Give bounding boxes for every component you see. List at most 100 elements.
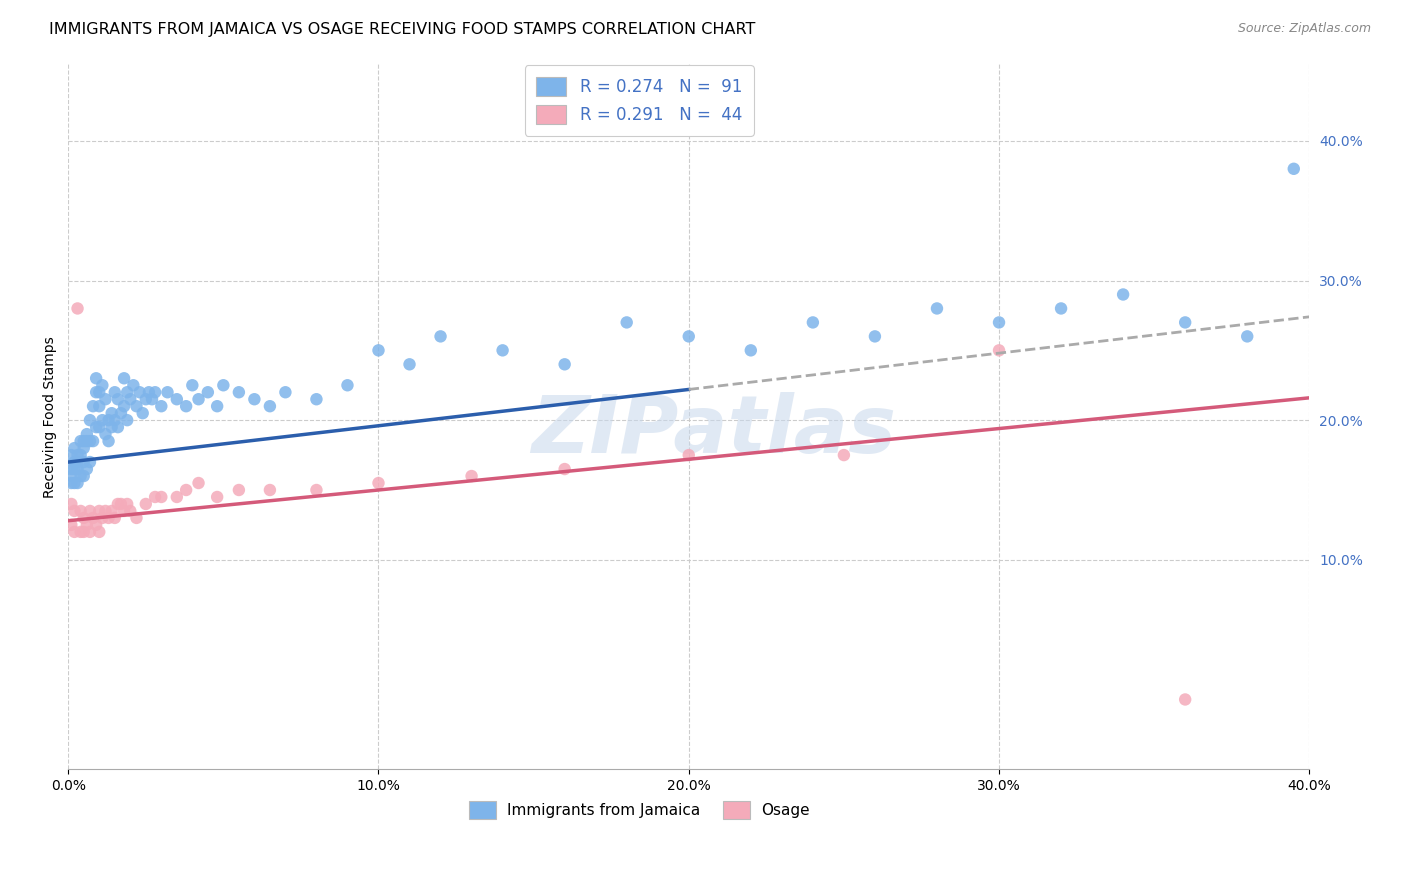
- Point: [76, 427, 98, 442]
- Point: [66, 475, 89, 490]
- Point: [84, 385, 107, 400]
- Point: [1112, 287, 1135, 301]
- Point: [181, 378, 204, 392]
- Point: [89, 524, 111, 539]
- Point: [73, 469, 96, 483]
- Point: [63, 462, 86, 476]
- Point: [336, 378, 359, 392]
- Point: [63, 441, 86, 455]
- Text: ZIPatlas: ZIPatlas: [531, 392, 896, 470]
- Legend: Immigrants from Jamaica, Osage: Immigrants from Jamaica, Osage: [463, 796, 815, 825]
- Point: [76, 517, 98, 532]
- Point: [187, 392, 209, 407]
- Point: [63, 524, 86, 539]
- Point: [79, 504, 101, 518]
- Text: IMMIGRANTS FROM JAMAICA VS OSAGE RECEIVING FOOD STAMPS CORRELATION CHART: IMMIGRANTS FROM JAMAICA VS OSAGE RECEIVI…: [49, 22, 755, 37]
- Point: [69, 434, 91, 449]
- Point: [398, 357, 420, 371]
- Point: [82, 399, 104, 413]
- Point: [73, 441, 96, 455]
- Point: [104, 413, 127, 427]
- Point: [94, 427, 117, 442]
- Point: [1050, 301, 1073, 316]
- Point: [115, 413, 138, 427]
- Point: [115, 385, 138, 400]
- Point: [115, 497, 138, 511]
- Point: [988, 315, 1011, 329]
- Point: [1236, 329, 1258, 343]
- Point: [174, 399, 197, 413]
- Point: [925, 301, 948, 316]
- Point: [125, 399, 148, 413]
- Point: [367, 475, 389, 490]
- Point: [89, 504, 111, 518]
- Point: [104, 385, 127, 400]
- Point: [832, 448, 855, 462]
- Point: [104, 511, 127, 525]
- Point: [554, 462, 576, 476]
- Point: [107, 497, 129, 511]
- Point: [135, 392, 157, 407]
- Point: [141, 392, 163, 407]
- Point: [60, 475, 83, 490]
- Point: [94, 504, 117, 518]
- Point: [259, 483, 281, 497]
- Point: [82, 434, 104, 449]
- Point: [150, 490, 173, 504]
- Point: [69, 524, 91, 539]
- Point: [1174, 692, 1197, 706]
- Point: [79, 524, 101, 539]
- Point: [156, 385, 179, 400]
- Point: [740, 343, 762, 358]
- Point: [63, 475, 86, 490]
- Point: [128, 385, 150, 400]
- Point: [89, 385, 111, 400]
- Point: [94, 392, 117, 407]
- Point: [100, 406, 122, 420]
- Point: [84, 517, 107, 532]
- Point: [73, 511, 96, 525]
- Point: [107, 420, 129, 434]
- Point: [554, 357, 576, 371]
- Point: [205, 490, 228, 504]
- Point: [212, 378, 235, 392]
- Point: [125, 511, 148, 525]
- Point: [122, 378, 145, 392]
- Point: [228, 483, 250, 497]
- Point: [143, 490, 166, 504]
- Point: [84, 371, 107, 385]
- Point: [82, 511, 104, 525]
- Point: [97, 511, 120, 525]
- Y-axis label: Receiving Food Stamps: Receiving Food Stamps: [44, 335, 58, 498]
- Point: [988, 343, 1011, 358]
- Point: [1174, 315, 1197, 329]
- Point: [89, 420, 111, 434]
- Point: [66, 448, 89, 462]
- Point: [112, 371, 135, 385]
- Point: [107, 392, 129, 407]
- Point: [135, 497, 157, 511]
- Point: [79, 434, 101, 449]
- Point: [259, 399, 281, 413]
- Point: [1282, 161, 1305, 176]
- Point: [120, 504, 142, 518]
- Point: [91, 511, 114, 525]
- Point: [91, 378, 114, 392]
- Point: [69, 504, 91, 518]
- Point: [76, 434, 98, 449]
- Point: [174, 483, 197, 497]
- Point: [73, 434, 96, 449]
- Point: [84, 420, 107, 434]
- Point: [60, 517, 83, 532]
- Point: [73, 524, 96, 539]
- Point: [76, 462, 98, 476]
- Point: [69, 448, 91, 462]
- Point: [305, 392, 328, 407]
- Point: [97, 434, 120, 449]
- Point: [243, 392, 266, 407]
- Point: [143, 385, 166, 400]
- Point: [678, 329, 700, 343]
- Point: [66, 462, 89, 476]
- Point: [79, 455, 101, 469]
- Point: [112, 504, 135, 518]
